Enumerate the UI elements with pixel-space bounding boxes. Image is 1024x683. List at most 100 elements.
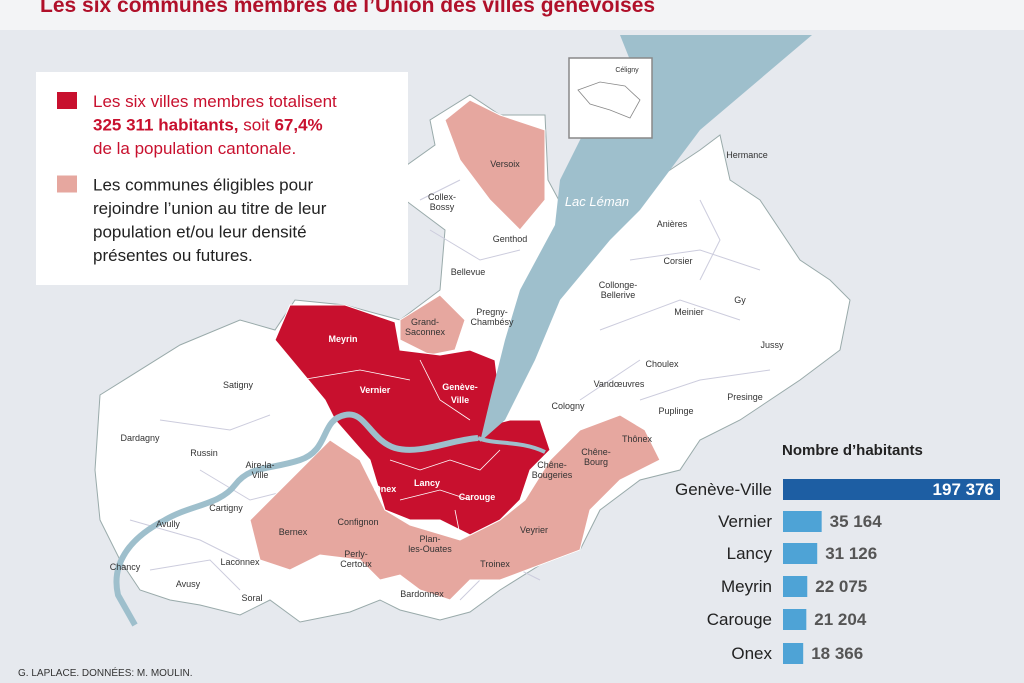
eligible-area [444,99,546,231]
map-label-line: Onex [374,484,397,494]
map-label: Chêne-Bourg [581,447,611,467]
map-label-line: Thônex [622,434,653,444]
river [477,436,546,454]
map-label-line: Bardonnex [400,589,444,599]
map-label-line: Pregny- [476,307,508,317]
bar-chart: Nombre d’habitants Genève-Ville 197 376 Ve… [675,442,1000,664]
map-label-line: Vernier [360,385,391,395]
map-label-line: Bourg [584,457,608,467]
map-label: Veyrier [520,525,548,535]
map-label: Hermance [726,150,768,160]
map-label: Pregny-Chambésy [470,307,514,327]
lake-label: Lac Léman [565,194,629,209]
map-label-line: Troinex [480,559,510,569]
legend-text: présentes ou futures. [93,246,253,265]
map-label: Lancy [414,478,440,488]
map-label-line: Chêne- [537,460,567,470]
map-label: Plan-les-Ouates [408,534,452,554]
map-label: Confignon [337,517,378,527]
bar [783,576,808,597]
legend: Les six villes membres totalisent 325 311… [36,72,408,285]
map-label: Vandœuvres [594,379,645,389]
member-area [274,304,551,536]
map-label: Collonge-Bellerive [599,280,638,300]
value-label: 21 204 [814,610,867,629]
map-label-line: Meinier [674,307,704,317]
legend-text-part: présentes ou futures. [93,246,253,265]
map-label-line: Bossy [430,202,455,212]
legend-swatch [57,92,77,109]
map-label-line: Carouge [459,492,496,502]
inset-shape [577,81,641,119]
map-label: Presinge [727,392,763,402]
map-label: Corsier [663,256,692,266]
map-label-line: Presinge [727,392,763,402]
map-label: Versoix [490,159,520,169]
commune-borders [129,179,771,601]
map-label: Thônex [622,434,653,444]
legend-box [36,72,408,285]
map-label-line: Confignon [337,517,378,527]
map-label-line: Bernex [279,527,308,537]
map-label: Bellevue [451,267,486,277]
bar [783,609,807,630]
map-label: Avully [156,519,180,529]
legend-text: 325 311 habitants, soit 67,4% [93,116,323,135]
map-label-line: Ville [451,395,469,405]
category-label: Onex [731,644,772,663]
map-label: Aire-la-Ville [245,460,274,480]
map-label-line: Plan- [419,534,440,544]
map-label: Satigny [223,380,254,390]
map-label-line: Meyrin [328,334,357,344]
map: Céligny Lac Léman Versoix Collex-Bossy Gen… [94,35,851,627]
map-label: Puplinge [658,406,693,416]
map-label-line: Collex- [428,192,456,202]
map-label-line: Genthod [493,234,528,244]
legend-swatch [57,175,77,193]
river [113,411,479,627]
map-label: Laconnex [220,557,260,567]
header-band [0,0,1024,30]
map-label: Onex [374,484,397,494]
map-label: Anières [657,219,688,229]
map-label: Meyrin [328,334,357,344]
map-label: Chancy [110,562,141,572]
map-label-line: Aire-la- [245,460,274,470]
chart-title: Nombre d’habitants [782,442,923,459]
legend-text-part: 67,4% [274,116,322,135]
bar [783,511,822,532]
map-label-line: Ville [252,470,269,480]
map-label-line: Dardagny [120,433,160,443]
legend-text: Les communes éligibles pour [93,176,314,195]
map-labels: Versoix Collex-Bossy Genthod Bellevue Pregny… [110,150,784,603]
map-label: Genthod [493,234,528,244]
category-label: Meyrin [721,577,772,596]
value-label: 31 126 [825,544,877,563]
map-label-line: Grand- [411,317,439,327]
legend-text-part: rejoindre l’union au titre de leur [93,199,327,218]
map-label-line: Chêne- [581,447,611,457]
map-label-line: Hermance [726,150,768,160]
legend-text-part: soit [239,116,275,135]
map-label: Collex-Bossy [428,192,456,212]
map-label: Chêne-Bougeries [532,460,573,480]
map-label-line: Bougeries [532,470,573,480]
map-label: Dardagny [120,433,160,443]
value-label: 22 075 [815,577,867,596]
value-label: 197 376 [933,480,994,499]
map-label: Soral [241,593,262,603]
category-label: Lancy [727,544,773,563]
map-label: Grand-Saconnex [405,317,446,337]
map-label: Vernier [360,385,391,395]
legend-text-part: de la population cantonale. [93,139,296,158]
map-label-line: les-Ouates [408,544,452,554]
value-label: 18 366 [811,644,863,663]
map-label-line: Certoux [340,559,372,569]
map-label-line: Puplinge [658,406,693,416]
legend-items: Les six villes membres totalisent 325 311… [57,92,337,265]
map-label: Bardonnex [400,589,444,599]
map-label: Genève- Ville [442,382,478,405]
map-label-line: Laconnex [220,557,260,567]
map-label-line: Satigny [223,380,254,390]
